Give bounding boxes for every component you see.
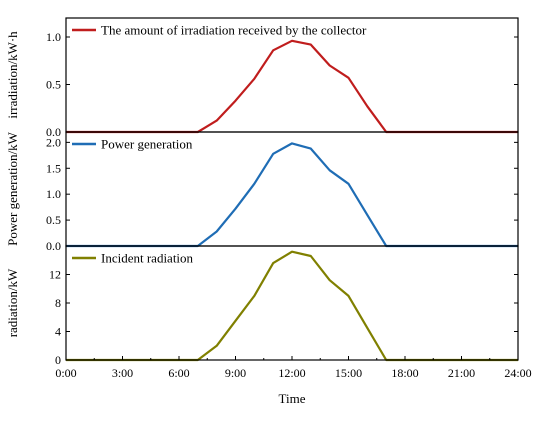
xtick-label: 9:00 xyxy=(225,366,246,380)
ylabel-panel-3: radiation/kW xyxy=(5,268,20,337)
ylabel-panel-2: Power generation/kW xyxy=(5,131,20,245)
legend-label-panel-3: Incident radiation xyxy=(101,251,194,266)
ytick-label: 4 xyxy=(55,325,61,339)
ytick-label: 0.0 xyxy=(46,239,61,253)
series-line-panel-2 xyxy=(66,142,518,248)
ylabel-panel-1: irradiation/kW·h xyxy=(5,31,20,119)
xtick-label: 18:00 xyxy=(391,366,418,380)
xtick-label: 24:00 xyxy=(504,366,531,380)
xtick-label: 3:00 xyxy=(112,366,133,380)
ytick-label: 0.5 xyxy=(46,213,61,227)
series-line-panel-3 xyxy=(66,250,518,362)
xtick-label: 0:00 xyxy=(55,366,76,380)
xtick-label: 12:00 xyxy=(278,366,305,380)
xtick-label: 21:00 xyxy=(448,366,475,380)
xlabel: Time xyxy=(279,391,306,406)
xtick-label: 6:00 xyxy=(168,366,189,380)
ytick-label: 1.0 xyxy=(46,187,61,201)
legend-label-panel-1: The amount of irradiation received by th… xyxy=(101,23,367,38)
ytick-label: 1.0 xyxy=(46,30,61,44)
ytick-label: 2.0 xyxy=(46,135,61,149)
ytick-label: 8 xyxy=(55,296,61,310)
ytick-label: 1.5 xyxy=(46,161,61,175)
ytick-label: 12 xyxy=(49,268,61,282)
ytick-label: 0 xyxy=(55,353,61,367)
series-line-panel-1 xyxy=(66,39,518,134)
ytick-label: 0.0 xyxy=(46,125,61,139)
ytick-label: 0.5 xyxy=(46,78,61,92)
legend-label-panel-2: Power generation xyxy=(101,137,193,152)
xtick-label: 15:00 xyxy=(335,366,362,380)
